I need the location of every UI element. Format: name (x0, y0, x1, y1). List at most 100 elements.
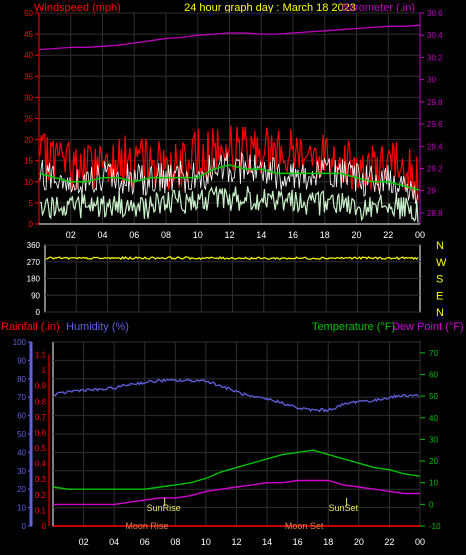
x-tick-label: 10 (201, 537, 211, 547)
y-tick-label: 50 (24, 9, 33, 18)
x-tick-label: 02 (79, 537, 89, 547)
humidity-tick-label: 10 (17, 504, 26, 513)
humidity-tick-label: 80 (17, 375, 26, 384)
barometer-line (38, 24, 421, 51)
x-tick-label: 08 (170, 537, 180, 547)
compass-label: E (436, 290, 443, 302)
humidity-tick-label: 50 (17, 430, 26, 439)
humidity-tick-label: 20 (17, 485, 26, 494)
direction-tick-label: 0 (36, 308, 41, 317)
x-tick-label: 06 (140, 537, 150, 547)
y2-tick-label: 30.2 (427, 53, 443, 62)
humidity-tick-label: 30 (17, 467, 26, 476)
temp-tick-label: 50 (429, 392, 438, 401)
compass-label: W (436, 257, 447, 269)
y-tick-label: 45 (24, 30, 33, 39)
rain-tick-label: 0.2 (35, 491, 47, 500)
humidity-tick-label: 0 (22, 522, 27, 531)
humidity-tick-label: 100 (13, 338, 27, 347)
x-tick-label: 18 (320, 230, 330, 240)
y2-tick-label: 30 (427, 76, 436, 85)
y-tick-label: 30 (24, 93, 33, 102)
y-tick-label: 10 (24, 178, 33, 187)
rain-tick-label: 0.5 (35, 444, 47, 453)
rain-tick-label: 0.1 (35, 506, 47, 515)
x-tick-label: 12 (231, 537, 241, 547)
x-tick-label: 22 (383, 230, 393, 240)
humidity-tick-label: 70 (17, 393, 26, 402)
y2-tick-label: 30.6 (427, 9, 443, 18)
y-tick-label: 40 (24, 51, 33, 60)
temp-tick-label: -10 (429, 522, 441, 531)
y-tick-label: 15 (24, 157, 33, 166)
x-tick-label: 04 (97, 230, 107, 240)
wind-direction-trace (45, 256, 419, 261)
y2-tick-label: 29.2 (427, 164, 443, 173)
temp-tick-label: 30 (429, 435, 438, 444)
x-tick-label: 10 (193, 230, 203, 240)
y2-tick-label: 28.8 (427, 209, 443, 218)
x-tick-label: 20 (351, 230, 361, 240)
rain-tick-label: 0.7 (35, 413, 47, 422)
x-tick-label: 16 (288, 230, 298, 240)
wind-low-trace (39, 186, 419, 223)
windspeed-axis-title: Windspeed (mph) (34, 2, 121, 14)
rain-tick-label: 0 (42, 522, 47, 531)
y2-tick-label: 29.4 (427, 142, 443, 151)
humidity-tick-label: 90 (17, 356, 26, 365)
direction-tick-label: 270 (27, 258, 41, 267)
wind-gust-trace (39, 151, 419, 204)
moonrise-label: Moon Rise (125, 521, 168, 531)
direction-tick-label: 90 (31, 291, 40, 300)
compass-label: N (436, 240, 444, 252)
rain-tick-label: 1.1 (35, 350, 47, 359)
sunset-label: SunSet (329, 503, 359, 513)
y2-tick-label: 29.6 (427, 120, 443, 129)
x-tick-label: 06 (129, 230, 139, 240)
x-tick-label: 00 (415, 230, 425, 240)
x-tick-label: 14 (256, 230, 266, 240)
temp-tick-label: 70 (429, 349, 438, 358)
wind-baro-panel: 02 04 06 08 10 12 14 16 18 20 22 000510152025303540… (24, 9, 443, 240)
dewpoint-line (53, 479, 420, 506)
temp-tick-label: 0 (429, 500, 434, 509)
y2-tick-label: 29.8 (427, 98, 443, 107)
y-tick-label: 0 (29, 220, 34, 229)
sunrise-label: SunRise (147, 503, 181, 513)
rain-tick-label: 0.3 (35, 475, 47, 484)
y-tick-label: 35 (24, 72, 33, 81)
rain-tick-label: 0.4 (35, 460, 47, 469)
chart-title: 24 hour graph day : March 18 2023 (184, 2, 356, 14)
rain-tick-label: 0.8 (35, 397, 47, 406)
moonset-label: Moon Set (285, 521, 324, 531)
rain-tick-label: 0.6 (35, 428, 47, 437)
humidity-tick-label: 60 (17, 412, 26, 421)
windspeed-trace (39, 125, 419, 202)
temp-hum-panel: 02 04 06 08 10 12 14 16 18 20 22 000102030405060708… (13, 338, 441, 547)
direction-tick-label: 360 (27, 241, 41, 250)
x-tick-label: 14 (262, 537, 272, 547)
y2-tick-label: 30.4 (427, 31, 443, 40)
temperature-axis-title: Temperature (°F) (312, 321, 395, 333)
x-tick-label: 04 (109, 537, 119, 547)
direction-tick-label: 180 (27, 275, 41, 284)
temp-tick-label: 40 (429, 414, 438, 423)
x-tick-label: 08 (161, 230, 171, 240)
humidity-tick-label: 40 (17, 448, 26, 457)
wind-average-line (38, 164, 421, 191)
rain-tick-label: 1 (42, 366, 47, 375)
y-tick-label: 5 (29, 199, 34, 208)
temp-tick-label: 20 (429, 457, 438, 466)
x-tick-label: 12 (224, 230, 234, 240)
x-tick-label: 16 (293, 537, 303, 547)
rain-tick-label: 0.9 (35, 382, 47, 391)
x-tick-label: 00 (415, 537, 425, 547)
y-tick-label: 20 (24, 136, 33, 145)
dewpoint-axis-title: Dew Point (°F) (392, 321, 464, 333)
compass-label: N (436, 307, 444, 319)
compass-label: S (436, 274, 443, 286)
humidity-line (53, 378, 419, 413)
rainfall-axis-title: Rainfall (.in) (1, 321, 60, 333)
y2-tick-label: 29 (427, 187, 436, 196)
